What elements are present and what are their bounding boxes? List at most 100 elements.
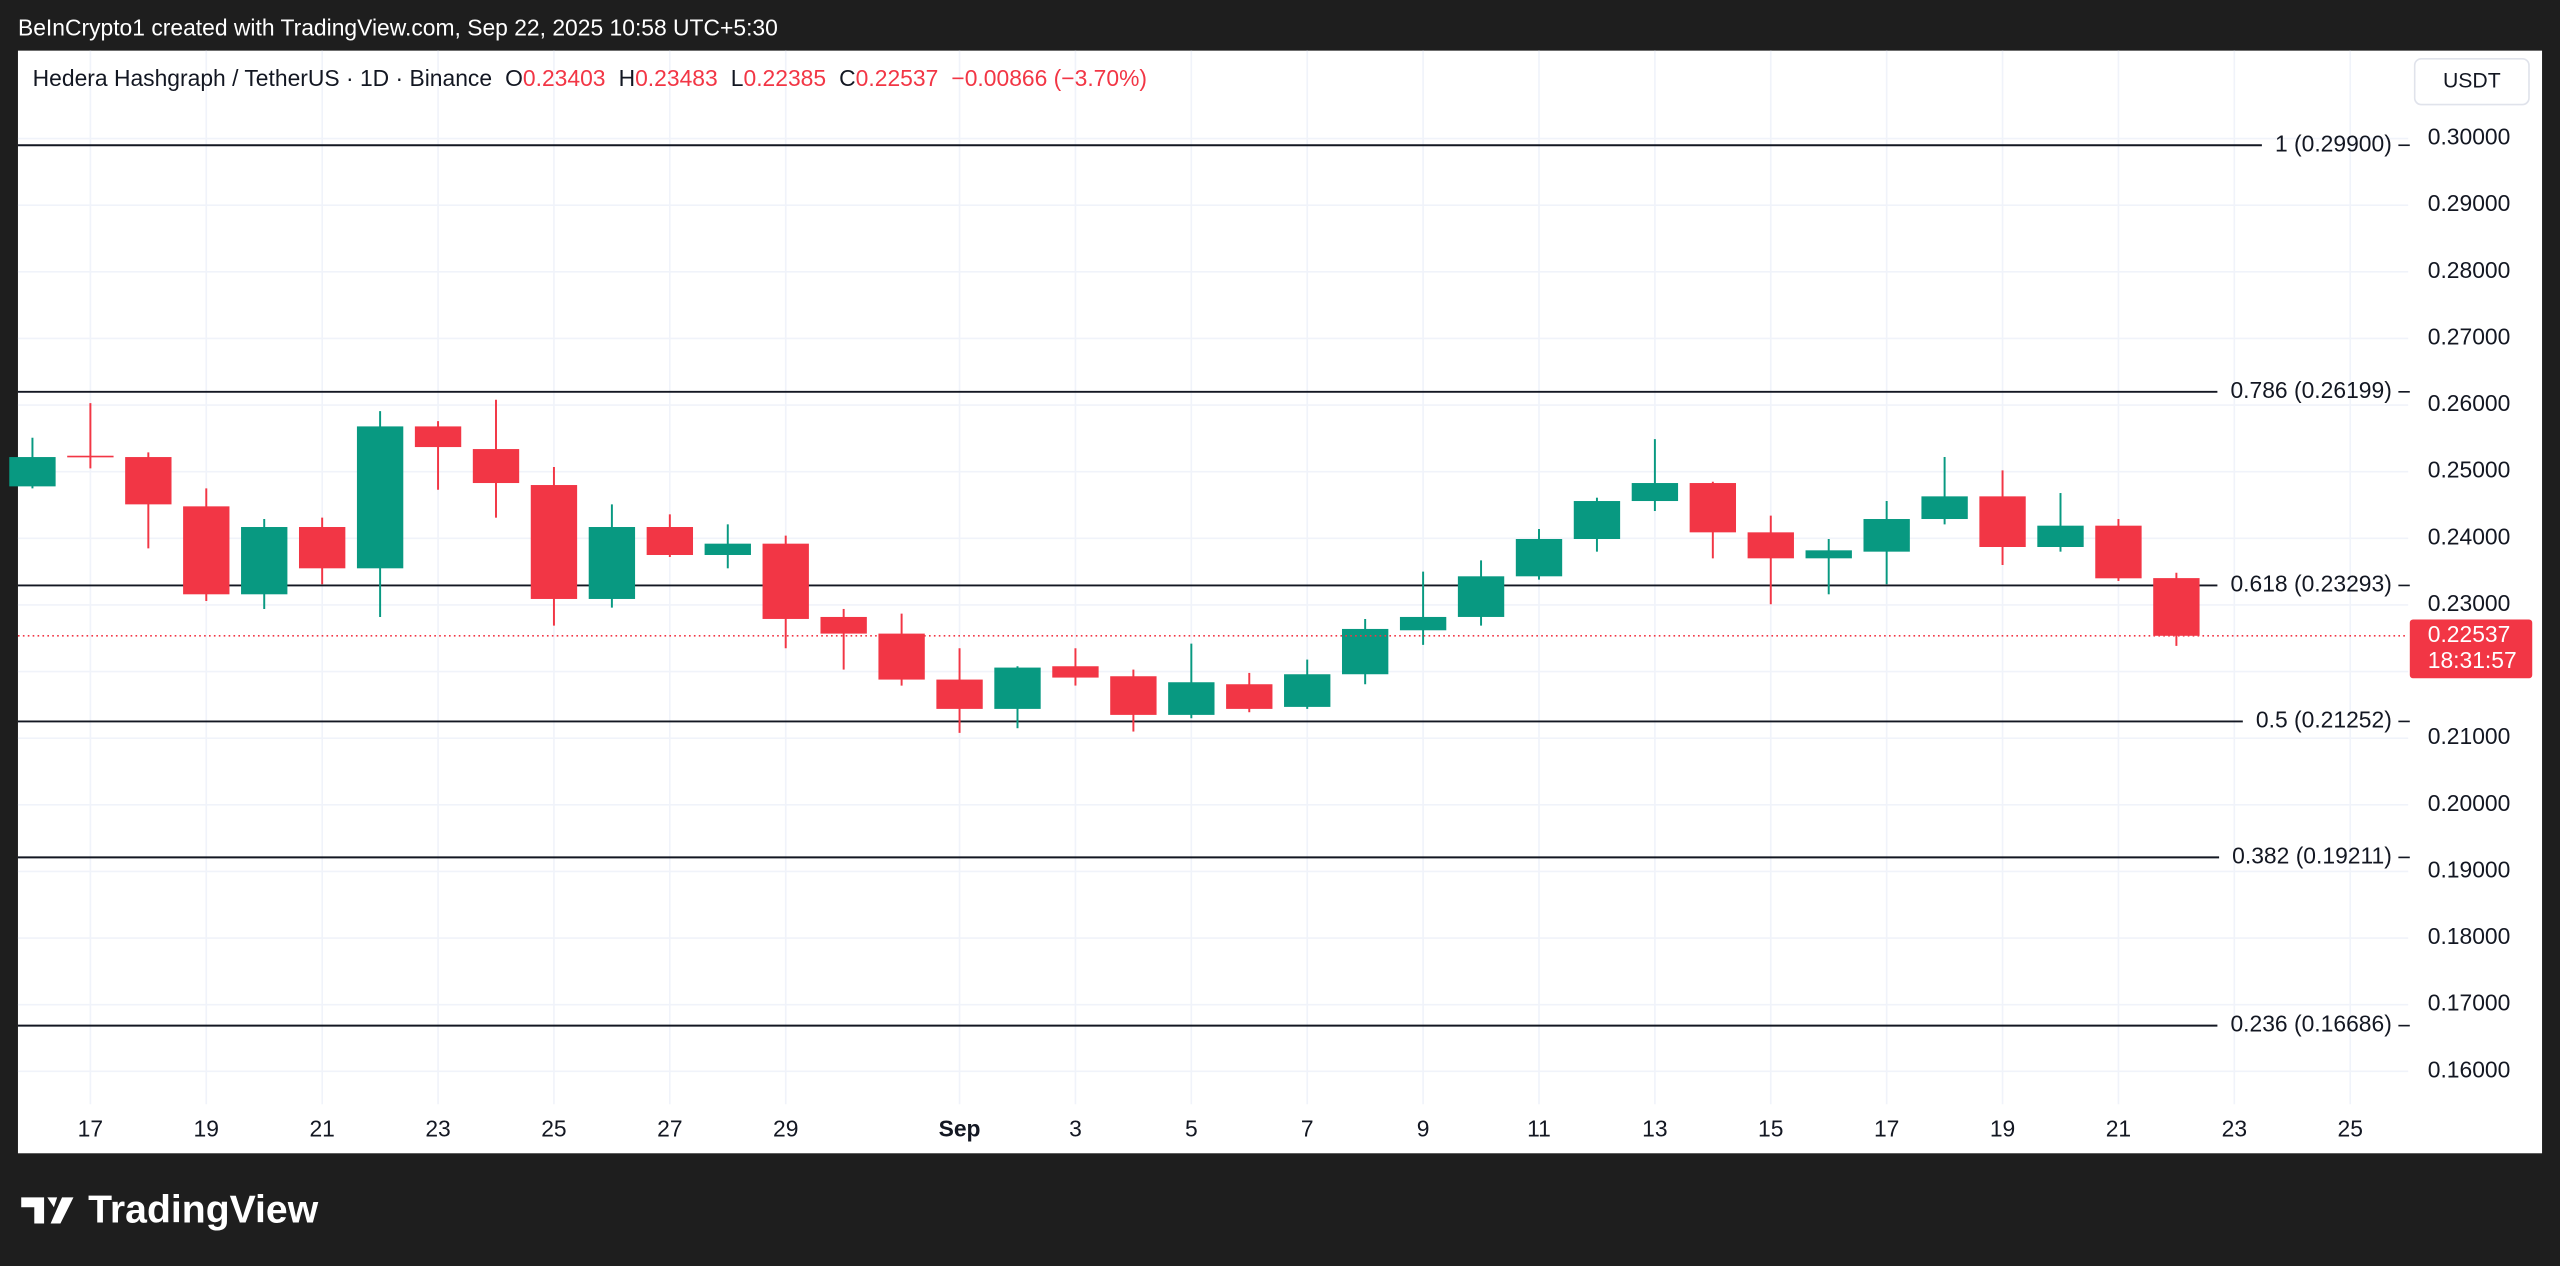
- candle-body: [1979, 496, 2026, 547]
- x-tick-label: 9: [1417, 1115, 1430, 1141]
- candle-body: [762, 543, 809, 619]
- x-tick-label: 15: [1758, 1115, 1783, 1141]
- y-tick-label: 0.28000: [2428, 257, 2511, 283]
- candle-body: [1921, 496, 1968, 520]
- candle-body: [1573, 501, 1621, 540]
- x-tick-label: Sep: [939, 1115, 981, 1141]
- candle-body: [994, 667, 1041, 709]
- logo: TradingView: [21, 1188, 319, 1231]
- candle-body: [414, 426, 462, 448]
- y-tick-label: 0.20000: [2428, 790, 2511, 816]
- o-label: O: [505, 65, 523, 91]
- candle-body: [530, 485, 578, 599]
- level-label: 0.5 (0.21252): [2256, 706, 2392, 732]
- level-label: 0.618 (0.23293): [2230, 570, 2391, 596]
- candle-body: [2095, 525, 2142, 579]
- x-tick-label: 29: [773, 1115, 798, 1141]
- currency[interactable]: USDT: [2443, 69, 2501, 92]
- level-label: 0.786 (0.26199): [2230, 377, 2391, 403]
- logo-icon: [21, 1197, 74, 1224]
- x-tick-label: 7: [1301, 1115, 1314, 1141]
- candle-body: [1110, 676, 1157, 715]
- candle-body: [1168, 682, 1215, 715]
- candle-body: [2037, 525, 2084, 547]
- candle-body: [1399, 616, 1447, 631]
- candle-body: [472, 449, 520, 484]
- level-label: 0.236 (0.16686): [2230, 1011, 2391, 1037]
- logo-text: TradingView: [88, 1188, 319, 1231]
- high-value: 0.23483: [635, 65, 718, 91]
- candle-body: [9, 457, 56, 487]
- attribution: BeInCrypto1 created with TradingView.com…: [18, 14, 778, 40]
- x-tick-label: 17: [78, 1115, 103, 1141]
- candle-body: [241, 527, 288, 595]
- candle-body: [183, 506, 230, 595]
- c-label: C: [839, 65, 856, 91]
- candle-body: [356, 426, 404, 569]
- candle-body: [1052, 666, 1099, 678]
- change: −0.00866 (−3.70%): [951, 65, 1147, 91]
- y-tick-label: 0.16000: [2428, 1056, 2511, 1082]
- candle-body: [704, 543, 751, 555]
- level-label: 0.382 (0.19211): [2232, 842, 2392, 868]
- currency-button[interactable]: [2413, 57, 2530, 106]
- legend: Hedera Hashgraph / TetherUS · 1D · Binan…: [33, 65, 1147, 91]
- candle-body: [298, 527, 346, 569]
- x-tick-label: 23: [425, 1115, 450, 1141]
- candle-body: [1689, 483, 1737, 533]
- x-tick-label: 11: [1527, 1115, 1551, 1141]
- x-tick-label: 3: [1069, 1115, 1082, 1141]
- x-tick-label: 27: [657, 1115, 682, 1141]
- candle-body: [936, 679, 983, 709]
- candle-body: [1284, 674, 1331, 707]
- x-tick-label: 19: [1990, 1115, 2015, 1141]
- x-tick-label: 21: [2106, 1115, 2131, 1141]
- y-tick-label: 0.23000: [2428, 590, 2511, 616]
- y-tick-label: 0.26000: [2428, 390, 2511, 416]
- x-tick-label: 25: [541, 1115, 566, 1141]
- x-tick-label: 21: [309, 1115, 334, 1141]
- candle-body: [125, 457, 172, 505]
- y-tick-label: 0.29000: [2428, 190, 2511, 216]
- y-tick-label: 0.17000: [2428, 990, 2511, 1016]
- y-tick-label: 0.24000: [2428, 523, 2511, 549]
- y-tick-label: 0.21000: [2428, 723, 2511, 749]
- x-tick-label: 23: [2222, 1115, 2247, 1141]
- y-tick-label: 0.19000: [2428, 856, 2511, 882]
- candle-body: [1515, 539, 1563, 577]
- y-tick-label: 0.27000: [2428, 323, 2511, 349]
- x-tick-label: 13: [1642, 1115, 1667, 1141]
- candle-body: [878, 633, 925, 680]
- candle-body: [1863, 519, 1910, 552]
- candle-body: [1226, 684, 1273, 709]
- y-tick-label: 0.18000: [2428, 923, 2511, 949]
- candle-body: [820, 616, 867, 634]
- candle-body: [646, 527, 694, 555]
- grid: [17, 50, 2409, 1105]
- open-value: 0.23403: [523, 65, 606, 91]
- candle-body: [1457, 576, 1505, 617]
- x-tick-label: 17: [1874, 1115, 1899, 1141]
- last-price-label: 0.22537: [2428, 621, 2511, 647]
- candle-body: [1631, 483, 1679, 502]
- plot: [9, 144, 2410, 1027]
- close-value: 0.22537: [856, 65, 939, 91]
- candle-body: [1805, 550, 1852, 559]
- candle-body: [2153, 578, 2200, 636]
- candle-body: [67, 455, 114, 458]
- h-label: H: [619, 65, 636, 91]
- y-tick-label: 0.25000: [2428, 457, 2511, 483]
- y-tick-label: 0.30000: [2428, 124, 2511, 150]
- candle-body: [588, 527, 636, 599]
- level-label: 1 (0.29900): [2275, 130, 2392, 156]
- countdown: 18:31:57: [2428, 647, 2517, 673]
- l-label: L: [731, 65, 744, 91]
- last-price-tag: [2409, 619, 2533, 679]
- symbol: Hedera Hashgraph / TetherUS · 1D · Binan…: [33, 65, 492, 91]
- x-tick-label: 5: [1185, 1115, 1198, 1141]
- low-value: 0.22385: [743, 65, 826, 91]
- x-tick-label: 19: [194, 1115, 219, 1141]
- candle-body: [1747, 532, 1794, 559]
